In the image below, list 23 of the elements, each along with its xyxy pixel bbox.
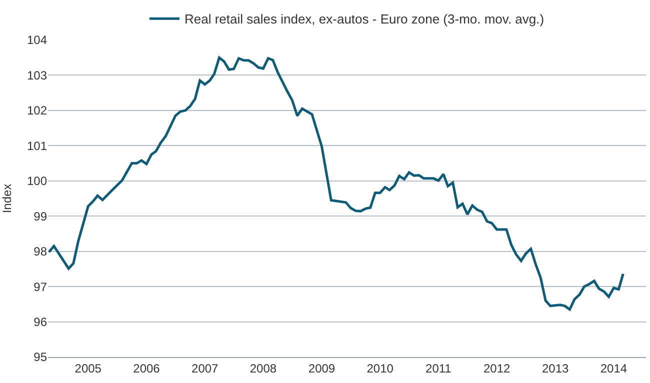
y-tick-label: 97 bbox=[34, 280, 48, 294]
x-tick-label: 2011 bbox=[426, 361, 452, 376]
line-series bbox=[48, 56, 624, 311]
y-tick-label: 102 bbox=[26, 104, 48, 118]
x-tick-label: 2012 bbox=[483, 361, 510, 376]
x-tick-label: 2008 bbox=[250, 361, 277, 376]
legend-label: Real retail sales index, ex-autos - Euro zone (3-mo. mov. avg.) bbox=[184, 12, 544, 27]
y-tick-label: 96 bbox=[34, 314, 48, 329]
y-tick-label: 95 bbox=[34, 350, 48, 364]
y-tick-label: 103 bbox=[26, 68, 48, 82]
y-tick-label: 100 bbox=[26, 174, 48, 188]
y-axis-title: Index bbox=[0, 184, 14, 214]
y-tick-label: 104 bbox=[26, 33, 48, 48]
x-tick-label: 2014 bbox=[600, 361, 628, 376]
x-tick-label: 2009 bbox=[308, 361, 336, 376]
x-tick-label: 2007 bbox=[192, 361, 219, 376]
x-tick-label: 2010 bbox=[366, 361, 394, 376]
x-tick-label: 2005 bbox=[74, 361, 102, 376]
y-tick-label: 98 bbox=[34, 244, 48, 259]
x-tick-label: 2013 bbox=[542, 361, 570, 376]
y-tick-label: 99 bbox=[34, 209, 48, 224]
x-tick-label: 2006 bbox=[133, 361, 160, 376]
y-tick-label: 101 bbox=[26, 138, 48, 153]
